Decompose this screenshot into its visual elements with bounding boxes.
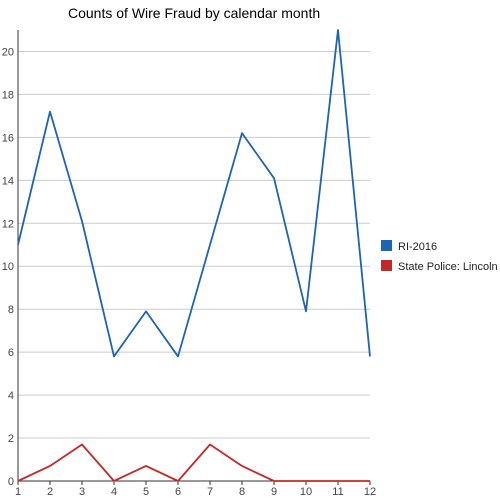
y-tick-label: 14 [2,175,14,187]
legend: RI-2016 State Police: Lincoln [381,240,498,273]
x-tick-label: 8 [239,486,245,498]
x-tick-labels: 1 2 3 4 5 6 7 8 9 10 11 12 [15,486,376,498]
x-tick-label: 7 [207,486,213,498]
x-tick-label: 6 [175,486,181,498]
y-tick-label: 8 [8,304,14,316]
series-line-2 [17,443,370,482]
y-tick-labels: 0 2 4 6 8 10 12 14 16 18 20 [2,46,14,488]
legend-label: State Police: Lincoln [398,261,498,273]
x-tick-label: 3 [79,486,85,498]
x-tick-label: 1 [15,486,21,498]
x-tick-label: 9 [271,486,277,498]
x-tick-label: 10 [300,486,312,498]
y-tick-label: 16 [2,132,14,144]
gridlines [18,50,370,439]
x-tick-label: 2 [47,486,53,498]
x-tick-label: 11 [332,486,343,498]
x-tick-label: 12 [364,486,376,498]
legend-swatch [381,260,392,271]
series-line-1 [17,29,371,358]
chart-title: Counts of Wire Fraud by calendar month [68,5,320,21]
y-tick-label: 2 [8,433,14,445]
y-tick-label: 12 [2,218,14,230]
y-tick-label: 20 [2,46,14,58]
legend-label: RI-2016 [398,241,437,253]
axes [17,30,371,485]
y-tick-label: 4 [8,390,14,402]
y-tick-label: 18 [2,89,14,101]
y-tick-label: 10 [2,261,14,273]
legend-swatch [381,240,392,251]
x-tick-label: 4 [111,486,117,498]
y-tick-label: 0 [8,476,14,488]
y-tick-label: 6 [8,347,14,359]
series-lines [17,29,371,482]
x-tick-label: 5 [143,486,149,498]
